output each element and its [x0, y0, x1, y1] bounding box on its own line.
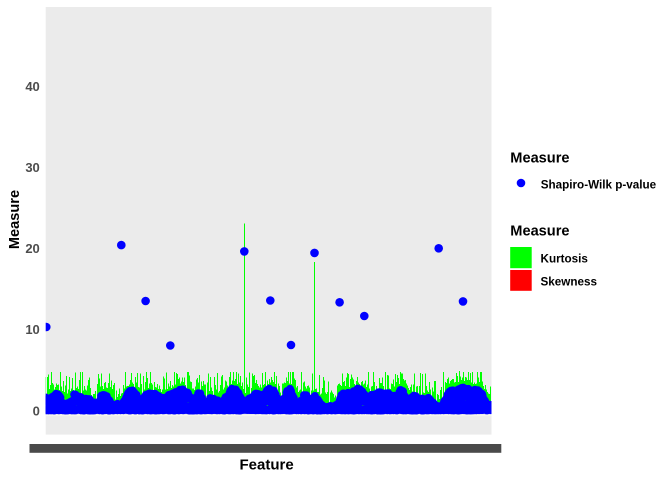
svg-text:30: 30 [25, 160, 39, 175]
svg-text:10: 10 [25, 322, 39, 337]
svg-text:Measure: Measure [510, 151, 569, 167]
svg-text:Measure: Measure [7, 190, 23, 249]
svg-text:20: 20 [25, 241, 39, 256]
svg-text:Shapiro-Wilk p-value: Shapiro-Wilk p-value [541, 178, 657, 191]
svg-text:Measure: Measure [510, 224, 569, 240]
svg-text:Skewness: Skewness [541, 275, 598, 288]
svg-text:Kurtosis: Kurtosis [541, 252, 589, 265]
svg-text:Feature: Feature [240, 456, 294, 473]
svg-text:40: 40 [25, 79, 39, 94]
svg-text:0: 0 [33, 403, 40, 418]
